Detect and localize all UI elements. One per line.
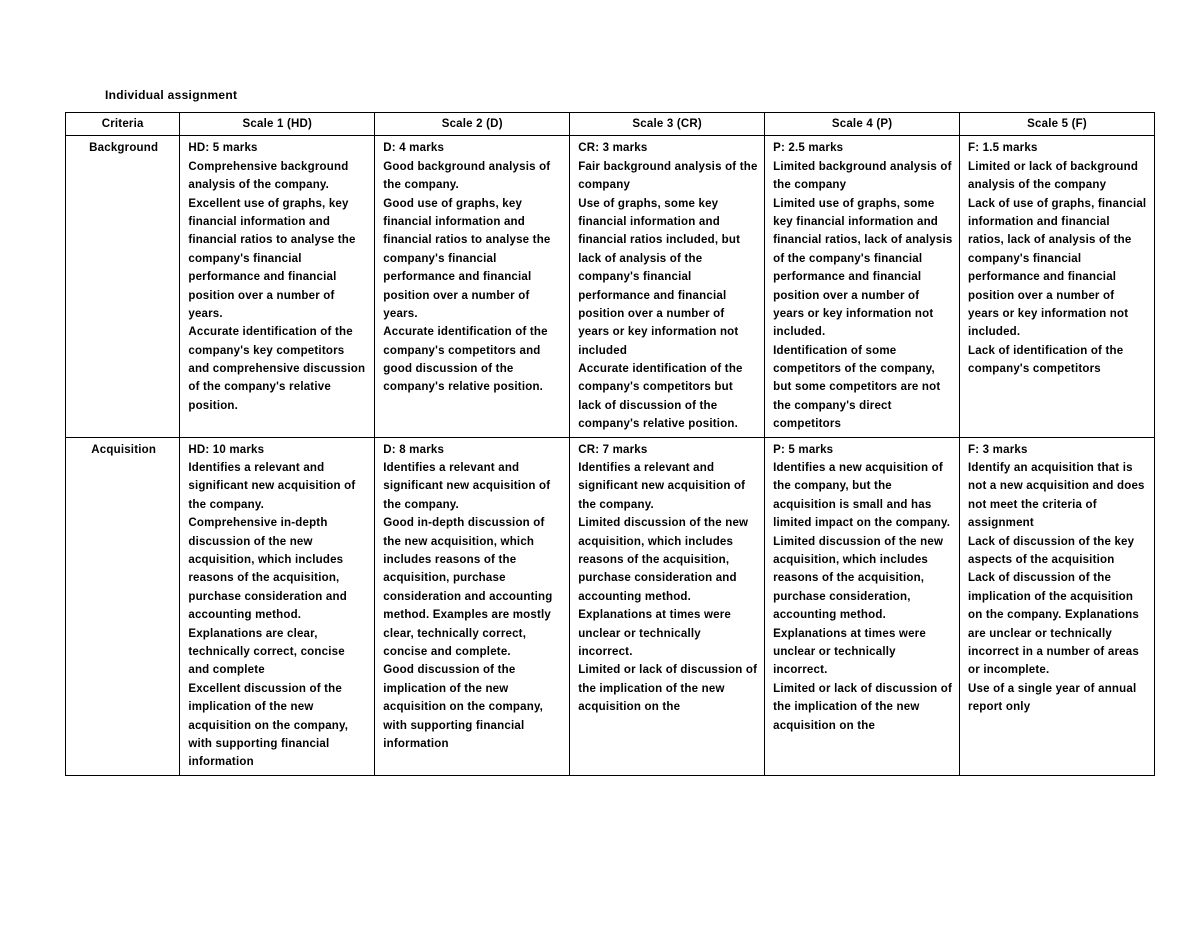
col-header-scale-4: Scale 4 (P): [765, 113, 960, 136]
col-header-scale-5: Scale 5 (F): [960, 113, 1155, 136]
page-title: Individual assignment: [105, 88, 1155, 102]
cell-background-d: D: 4 marksGood background analysis of th…: [375, 136, 570, 437]
criteria-cell-acquisition: Acquisition: [66, 437, 180, 775]
cell-acquisition-hd: HD: 10 marksIdentifies a relevant and si…: [180, 437, 375, 775]
table-row: Acquisition HD: 10 marksIdentifies a rel…: [66, 437, 1155, 775]
cell-acquisition-f: F: 3 marksIdentify an acquisition that i…: [960, 437, 1155, 775]
table-header-row: Criteria Scale 1 (HD) Scale 2 (D) Scale …: [66, 113, 1155, 136]
criteria-cell-background: Background: [66, 136, 180, 437]
col-header-scale-2: Scale 2 (D): [375, 113, 570, 136]
col-header-scale-1: Scale 1 (HD): [180, 113, 375, 136]
cell-background-f: F: 1.5 marksLimited or lack of backgroun…: [960, 136, 1155, 437]
col-header-criteria: Criteria: [66, 113, 180, 136]
col-header-scale-3: Scale 3 (CR): [570, 113, 765, 136]
cell-acquisition-d: D: 8 marksIdentifies a relevant and sign…: [375, 437, 570, 775]
cell-acquisition-p: P: 5 marksIdentifies a new acquisition o…: [765, 437, 960, 775]
cell-background-cr: CR: 3 marksFair background analysis of t…: [570, 136, 765, 437]
rubric-table: Criteria Scale 1 (HD) Scale 2 (D) Scale …: [65, 112, 1155, 776]
cell-background-hd: HD: 5 marksComprehensive background anal…: [180, 136, 375, 437]
table-row: Background HD: 5 marksComprehensive back…: [66, 136, 1155, 437]
cell-background-p: P: 2.5 marksLimited background analysis …: [765, 136, 960, 437]
cell-acquisition-cr: CR: 7 marksIdentifies a relevant and sig…: [570, 437, 765, 775]
